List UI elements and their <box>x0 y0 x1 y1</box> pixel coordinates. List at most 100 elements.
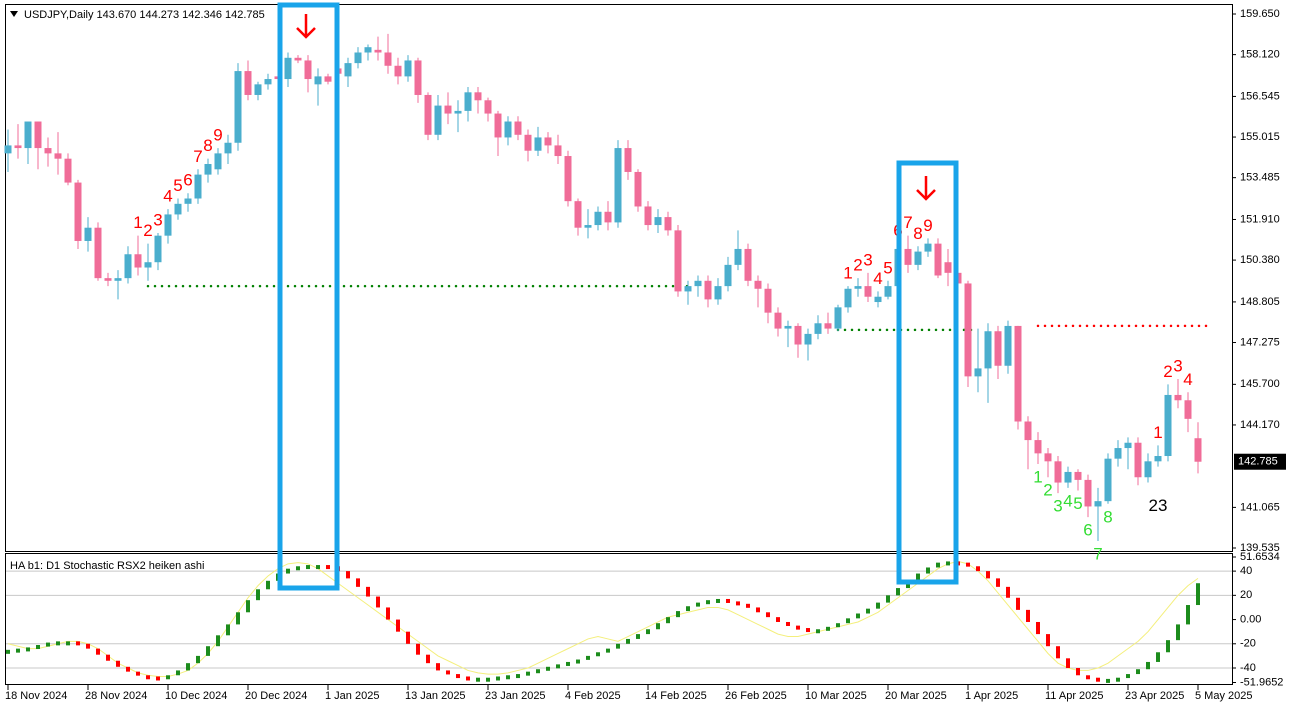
y-tick-label: 40 <box>1240 565 1252 577</box>
candle-body <box>1084 479 1092 507</box>
candle-body <box>254 84 262 95</box>
candle-body <box>554 145 562 157</box>
candle-body <box>244 71 252 95</box>
td-count: 5 <box>173 176 182 195</box>
stoch-bar <box>696 602 700 607</box>
candle-body <box>614 148 622 223</box>
candle-body <box>24 121 32 149</box>
stoch-bar <box>596 652 600 657</box>
candle-body <box>324 76 332 82</box>
candle-body <box>914 251 922 265</box>
candle-body <box>1134 442 1142 478</box>
stoch-bar <box>156 676 160 681</box>
td-count: 2 <box>853 256 862 275</box>
y-tick-label: 139.535 <box>1240 542 1280 554</box>
candle-body <box>284 57 292 80</box>
x-tick-label: 13 Jan 2025 <box>405 690 466 702</box>
candle-body <box>1034 440 1042 454</box>
stoch-bar <box>476 677 480 682</box>
stoch-bar <box>356 578 360 587</box>
x-tick-label: 1 Apr 2025 <box>965 690 1018 702</box>
td-count: 6 <box>183 171 192 190</box>
stoch-bar <box>536 669 540 674</box>
sell-arrow <box>296 14 316 39</box>
x-tick-label: 11 Apr 2025 <box>1045 690 1104 702</box>
candle-body <box>504 121 512 138</box>
candle-body <box>1024 421 1032 441</box>
td-count: 9 <box>213 126 222 145</box>
y-tick-label: 141.065 <box>1240 501 1280 513</box>
y-tick-label: 0.00 <box>1240 613 1261 625</box>
y-tick-label: 148.805 <box>1240 296 1280 308</box>
stoch-bar <box>1066 658 1070 669</box>
stoch-bar <box>296 566 300 571</box>
candle-body <box>724 264 732 287</box>
stoch-bar <box>996 578 1000 587</box>
stoch-bar <box>1036 621 1040 635</box>
y-tick-label: 155.015 <box>1240 131 1280 143</box>
x-tick-label: 23 Jan 2025 <box>485 690 546 702</box>
x-tick-label: 10 Dec 2024 <box>165 690 227 702</box>
candle-body <box>1044 453 1052 462</box>
candle-body <box>224 142 232 154</box>
stoch-bar <box>1116 677 1120 682</box>
stoch-bar <box>466 676 470 681</box>
candle-body <box>204 163 212 175</box>
stoch-bar <box>186 663 190 671</box>
last-price-label: 142.785 <box>1238 456 1278 468</box>
stoch-bar <box>176 670 180 676</box>
candle-body <box>74 182 82 241</box>
candle-body <box>704 280 712 300</box>
candle-body <box>934 243 942 276</box>
candle-body <box>184 198 192 204</box>
candle-body <box>1144 461 1152 478</box>
x-tick-label: 4 Feb 2025 <box>565 690 621 702</box>
candle-body <box>694 280 702 287</box>
candle-body <box>494 113 502 138</box>
stoch-bar <box>236 612 240 625</box>
stoch-bar <box>1176 624 1180 641</box>
stoch-bar <box>746 603 750 608</box>
y-tick-label: 145.700 <box>1240 378 1280 390</box>
td-count: 3 <box>1053 497 1062 516</box>
y-tick-label: 20 <box>1240 589 1252 601</box>
candle-body <box>1114 448 1122 459</box>
y-tick-label: 159.650 <box>1240 8 1280 20</box>
stoch-bar <box>396 619 400 632</box>
stoch-bar <box>646 629 650 635</box>
stoch-bar <box>226 624 230 636</box>
td-count: 8 <box>1103 507 1112 526</box>
candle-body <box>604 211 612 223</box>
candle-body <box>794 325 802 345</box>
stoch-bar <box>6 649 10 654</box>
candle-body <box>1174 394 1182 401</box>
candle-body <box>34 121 42 149</box>
candle-body <box>144 262 152 268</box>
candle-body <box>294 57 302 61</box>
stoch-bar <box>106 654 110 661</box>
candle-body <box>884 286 892 297</box>
candle-body <box>314 76 322 85</box>
candle-body <box>44 148 52 154</box>
stoch-bar <box>416 643 420 655</box>
candle-body <box>534 137 542 151</box>
candle-body <box>394 65 402 77</box>
stoch-bar <box>1056 646 1060 659</box>
stoch-bar <box>66 641 70 646</box>
td-count: 8 <box>203 136 212 155</box>
stoch-bar <box>246 600 250 613</box>
td-count: 6 <box>1083 521 1092 540</box>
td-count: 2 <box>1163 362 1172 381</box>
highlight-box <box>896 160 959 585</box>
candle-body <box>14 145 22 149</box>
candle-body <box>454 110 462 114</box>
td-count: 4 <box>873 269 882 288</box>
x-tick-label: 20 Dec 2024 <box>245 690 307 702</box>
stoch-bar <box>446 670 450 675</box>
td-count: 5 <box>1073 494 1082 513</box>
stoch-bar <box>256 589 260 601</box>
stoch-bar <box>726 598 730 603</box>
stoch-bar <box>776 617 780 622</box>
td-count: 1 <box>843 264 852 283</box>
menu-triangle[interactable] <box>10 11 18 17</box>
